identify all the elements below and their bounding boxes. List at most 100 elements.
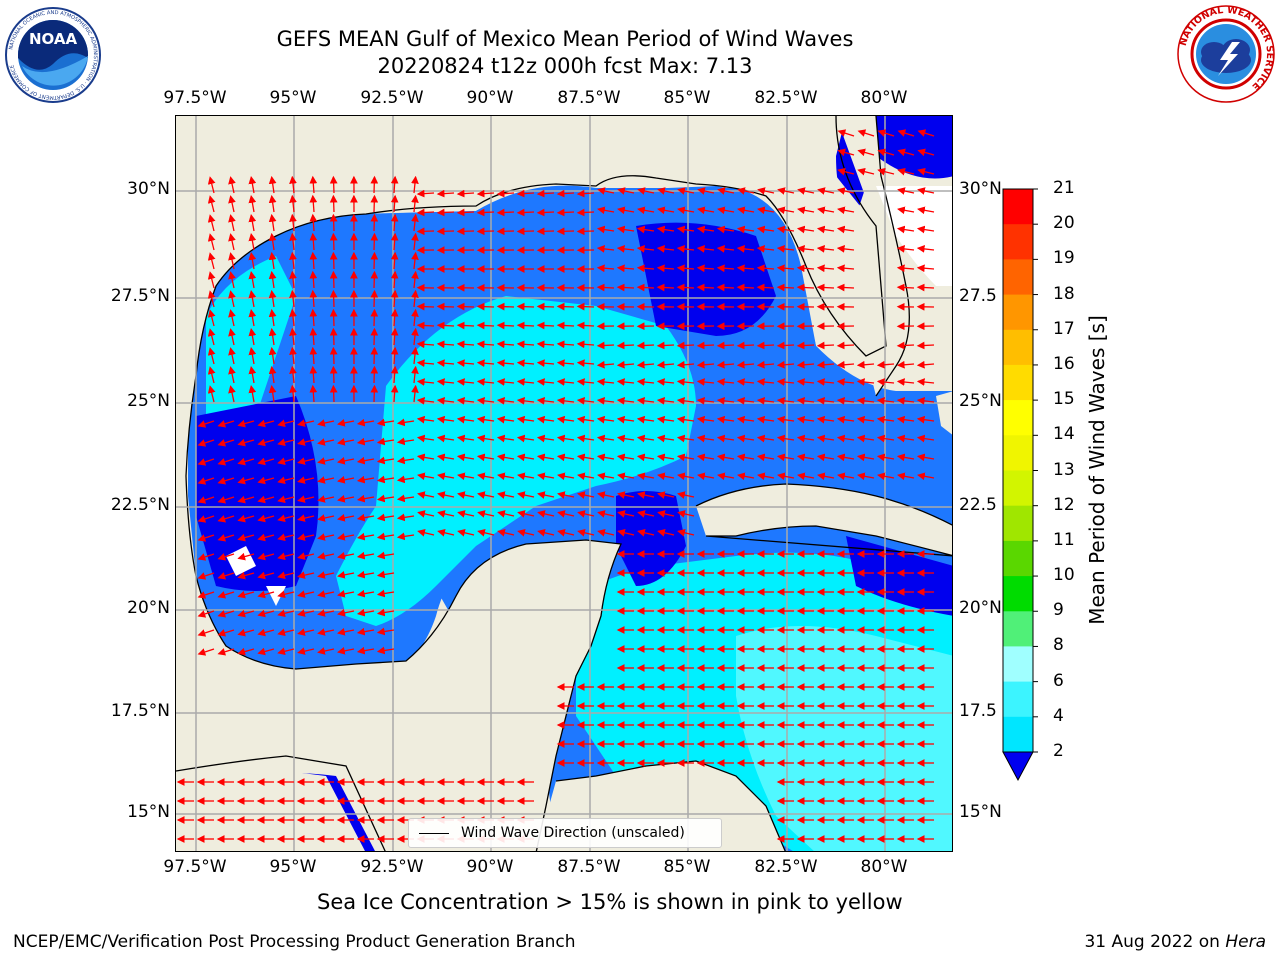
wind-direction-arrow — [356, 627, 375, 636]
wind-direction-arrow — [376, 513, 395, 522]
wind-direction-arrow — [596, 396, 615, 405]
wind-direction-arrow — [896, 264, 915, 273]
wind-direction-arrow — [536, 189, 555, 198]
wind-direction-arrow — [716, 225, 735, 234]
wind-direction-arrow — [896, 245, 915, 253]
wind-direction-arrow — [576, 396, 595, 405]
wind-direction-arrow — [309, 194, 318, 213]
wind-direction-arrow — [237, 419, 255, 428]
wind-direction-arrow — [896, 378, 915, 386]
wind-direction-arrow — [416, 396, 435, 405]
wind-direction-arrow — [557, 529, 575, 537]
wind-direction-arrow — [596, 341, 615, 350]
wind-direction-arrow — [756, 264, 775, 273]
wind-direction-arrow — [516, 340, 535, 349]
wind-direction-arrow — [736, 434, 755, 443]
chart-subtitle: 20220824 t12z 000h fcst Max: 7.13 — [377, 54, 753, 78]
wind-direction-arrow — [577, 510, 595, 518]
wind-direction-arrow — [756, 225, 775, 234]
wind-direction-arrow — [309, 251, 318, 270]
wind-direction-arrow — [576, 321, 595, 330]
colorbar — [1002, 188, 1038, 782]
wind-direction-arrow — [816, 415, 835, 424]
wind-direction-arrow — [616, 434, 635, 443]
wind-direction-arrow — [228, 252, 236, 270]
wind-direction-arrow — [756, 360, 775, 369]
wind-direction-arrow — [516, 208, 535, 217]
lon-bottom-tick-label: 95°W — [269, 857, 317, 877]
wind-direction-arrow — [536, 227, 555, 236]
wind-direction-arrow — [776, 283, 795, 292]
wind-direction-arrow — [677, 529, 695, 537]
wind-direction-arrow — [857, 148, 875, 157]
wind-direction-arrow — [456, 434, 475, 443]
wind-direction-arrow — [337, 495, 355, 503]
wind-direction-arrow — [896, 360, 915, 369]
wind-direction-arrow — [297, 419, 315, 427]
colorbar-block — [1003, 646, 1033, 683]
wind-direction-arrow — [277, 514, 295, 523]
wind-direction-arrow — [217, 458, 235, 466]
wind-direction-arrow — [277, 476, 295, 485]
wind-direction-arrow — [657, 187, 675, 195]
wind-direction-arrow — [207, 252, 216, 270]
wind-direction-arrow — [337, 552, 355, 560]
wind-direction-arrow — [309, 308, 318, 327]
wind-direction-arrow — [617, 529, 635, 537]
wind-direction-arrow — [248, 252, 257, 270]
wind-direction-arrow — [596, 245, 615, 253]
wind-direction-arrow — [289, 327, 297, 346]
wind-direction-arrow — [517, 491, 535, 499]
wind-direction-arrow — [337, 571, 355, 579]
wind-direction-arrow — [411, 251, 419, 270]
wind-direction-arrow — [228, 195, 236, 213]
wind-direction-arrow — [897, 148, 915, 157]
wind-direction-arrow — [476, 189, 495, 198]
wind-direction-arrow — [257, 590, 275, 599]
wind-direction-arrow — [636, 264, 655, 273]
wind-direction-arrow — [597, 472, 615, 481]
wind-direction-arrow — [476, 340, 495, 349]
wind-direction-arrow — [197, 629, 215, 637]
wind-direction-arrow — [677, 491, 695, 499]
wind-direction-arrow — [329, 365, 338, 384]
wind-direction-arrow — [396, 418, 415, 427]
coastline-honduras-south — [176, 755, 386, 851]
wind-direction-arrow — [436, 321, 455, 330]
wind-direction-arrow — [756, 283, 775, 292]
wind-direction-arrow — [776, 453, 795, 462]
wind-direction-arrow — [637, 472, 655, 481]
wind-direction-arrow — [376, 418, 395, 427]
wind-direction-arrow — [696, 415, 715, 424]
wind-direction-arrow — [796, 396, 815, 405]
wind-direction-arrow — [796, 360, 815, 369]
wind-direction-arrow — [736, 245, 755, 253]
wind-direction-arrow — [556, 359, 575, 368]
wind-direction-arrow — [837, 129, 855, 137]
wind-direction-arrow — [516, 302, 535, 311]
wind-direction-arrow — [776, 245, 795, 253]
wind-direction-arrow — [197, 591, 215, 599]
lat-left-tick-label: 27.5°N — [110, 286, 170, 306]
wind-direction-arrow — [297, 590, 315, 598]
wind-direction-arrow — [248, 366, 257, 384]
wind-direction-arrow — [436, 189, 455, 198]
wind-direction-arrow — [396, 513, 415, 522]
wind-direction-arrow — [417, 510, 435, 518]
wind-direction-arrow — [277, 647, 295, 656]
wind-direction-arrow — [916, 360, 935, 369]
wind-direction-arrow — [496, 415, 515, 424]
wind-direction-arrow — [556, 321, 575, 330]
wind-direction-arrow — [856, 360, 875, 369]
wind-direction-arrow — [696, 453, 715, 462]
wind-direction-arrow — [416, 340, 435, 349]
wind-direction-arrow — [877, 167, 895, 176]
wind-direction-arrow — [197, 496, 215, 504]
wind-direction-arrow — [816, 453, 835, 462]
wind-direction-arrow — [556, 340, 575, 349]
wind-direction-arrow — [228, 309, 236, 327]
wind-direction-arrow — [816, 264, 835, 273]
wind-direction-arrow — [477, 510, 495, 518]
wind-direction-arrow — [477, 472, 495, 481]
wind-direction-arrow — [370, 213, 379, 232]
